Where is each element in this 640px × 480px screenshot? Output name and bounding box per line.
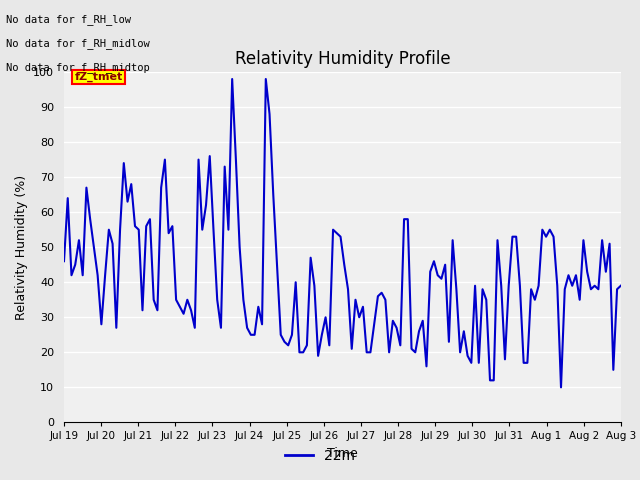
- Legend: 22m: 22m: [280, 443, 360, 468]
- Text: fZ_tmet: fZ_tmet: [74, 72, 123, 82]
- Title: Relativity Humidity Profile: Relativity Humidity Profile: [235, 49, 450, 68]
- Text: No data for f_RH_midtop: No data for f_RH_midtop: [6, 62, 150, 73]
- Y-axis label: Relativity Humidity (%): Relativity Humidity (%): [15, 175, 28, 320]
- X-axis label: Time: Time: [327, 447, 358, 460]
- Text: No data for f_RH_midlow: No data for f_RH_midlow: [6, 38, 150, 49]
- Text: No data for f_RH_low: No data for f_RH_low: [6, 14, 131, 25]
